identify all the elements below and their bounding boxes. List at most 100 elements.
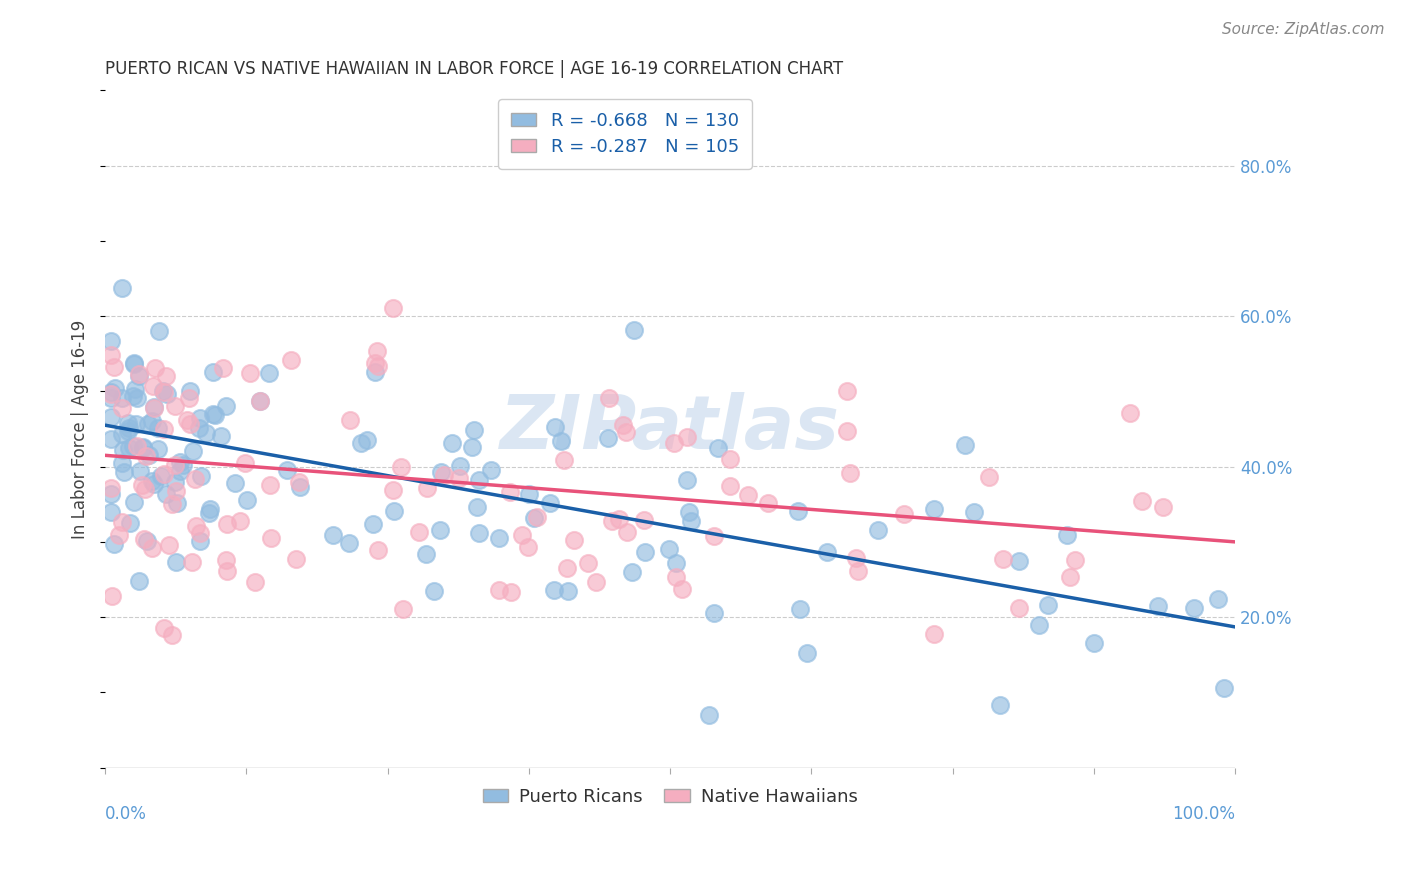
Native Hawaiians [153,422,176,436]
Native Hawaiians [245,574,267,589]
Native Hawaiians [1130,494,1153,508]
Puerto Ricans [468,473,491,487]
Puerto Ricans [198,506,221,520]
Puerto Ricans [468,526,491,541]
Puerto Ricans [188,410,211,425]
Puerto Ricans [1008,554,1031,568]
Native Hawaiians [217,565,239,579]
Puerto Ricans [125,392,148,406]
Native Hawaiians [922,627,945,641]
Native Hawaiians [165,458,187,472]
Native Hawaiians [165,483,187,498]
Native Hawaiians [143,361,166,376]
Native Hawaiians [845,550,868,565]
Puerto Ricans [322,527,344,541]
Puerto Ricans [699,707,721,722]
Native Hawaiians [367,359,389,373]
Native Hawaiians [553,453,575,467]
Native Hawaiians [259,478,281,492]
Native Hawaiians [215,516,238,531]
Puerto Ricans [796,646,818,660]
Puerto Ricans [962,505,984,519]
Puerto Ricans [141,474,163,488]
Text: PUERTO RICAN VS NATIVE HAWAIIAN IN LABOR FORCE | AGE 16-19 CORRELATION CHART: PUERTO RICAN VS NATIVE HAWAIIAN IN LABOR… [105,60,844,78]
Native Hawaiians [512,528,534,542]
Puerto Ricans [544,420,567,434]
Puerto Ricans [128,574,150,589]
Puerto Ricans [620,566,643,580]
Native Hawaiians [339,413,361,427]
Puerto Ricans [148,324,170,338]
Puerto Ricans [141,414,163,428]
Puerto Ricans [953,438,976,452]
Native Hawaiians [131,478,153,492]
Puerto Ricans [195,426,218,441]
Puerto Ricans [517,487,540,501]
Puerto Ricans [557,583,579,598]
Puerto Ricans [190,469,212,483]
Puerto Ricans [142,477,165,491]
Puerto Ricans [1212,681,1234,695]
Puerto Ricans [634,545,657,559]
Puerto Ricans [100,384,122,399]
Puerto Ricans [124,382,146,396]
Puerto Ricans [146,420,169,434]
Native Hawaiians [1063,553,1085,567]
Native Hawaiians [184,519,207,533]
Puerto Ricans [117,417,139,431]
Native Hawaiians [381,301,404,316]
Puerto Ricans [100,487,122,501]
Native Hawaiians [576,556,599,570]
Native Hawaiians [101,589,124,603]
Native Hawaiians [837,384,859,398]
Native Hawaiians [153,385,176,400]
Native Hawaiians [432,468,454,483]
Puerto Ricans [166,496,188,510]
Puerto Ricans [703,606,725,620]
Puerto Ricans [121,389,143,403]
Puerto Ricans [868,523,890,537]
Puerto Ricans [1146,599,1168,613]
Puerto Ricans [146,442,169,457]
Puerto Ricans [249,394,271,409]
Puerto Ricans [787,504,810,518]
Native Hawaiians [408,524,430,539]
Puerto Ricans [1028,618,1050,632]
Native Hawaiians [382,483,405,498]
Native Hawaiians [517,540,540,554]
Native Hawaiians [107,527,129,541]
Puerto Ricans [259,366,281,380]
Native Hawaiians [100,348,122,362]
Puerto Ricans [461,441,484,455]
Puerto Ricans [104,381,127,395]
Native Hawaiians [893,507,915,521]
Puerto Ricans [815,545,838,559]
Puerto Ricans [382,504,405,518]
Puerto Ricans [1083,635,1105,649]
Puerto Ricans [356,433,378,447]
Puerto Ricans [1056,528,1078,542]
Puerto Ricans [224,475,246,490]
Puerto Ricans [1206,592,1229,607]
Native Hawaiians [366,343,388,358]
Native Hawaiians [499,484,522,499]
Puerto Ricans [100,410,122,425]
Native Hawaiians [162,627,184,641]
Native Hawaiians [1152,500,1174,514]
Puerto Ricans [523,511,546,525]
Puerto Ricans [276,462,298,476]
Puerto Ricans [156,387,179,401]
Puerto Ricans [479,463,502,477]
Native Hawaiians [607,511,630,525]
Puerto Ricans [423,584,446,599]
Puerto Ricans [152,384,174,399]
Puerto Ricans [215,399,238,413]
Puerto Ricans [665,556,688,570]
Puerto Ricans [100,334,122,348]
Native Hawaiians [1059,570,1081,584]
Puerto Ricans [111,281,134,295]
Puerto Ricans [288,480,311,494]
Puerto Ricans [112,465,135,479]
Native Hawaiians [633,513,655,527]
Native Hawaiians [703,529,725,543]
